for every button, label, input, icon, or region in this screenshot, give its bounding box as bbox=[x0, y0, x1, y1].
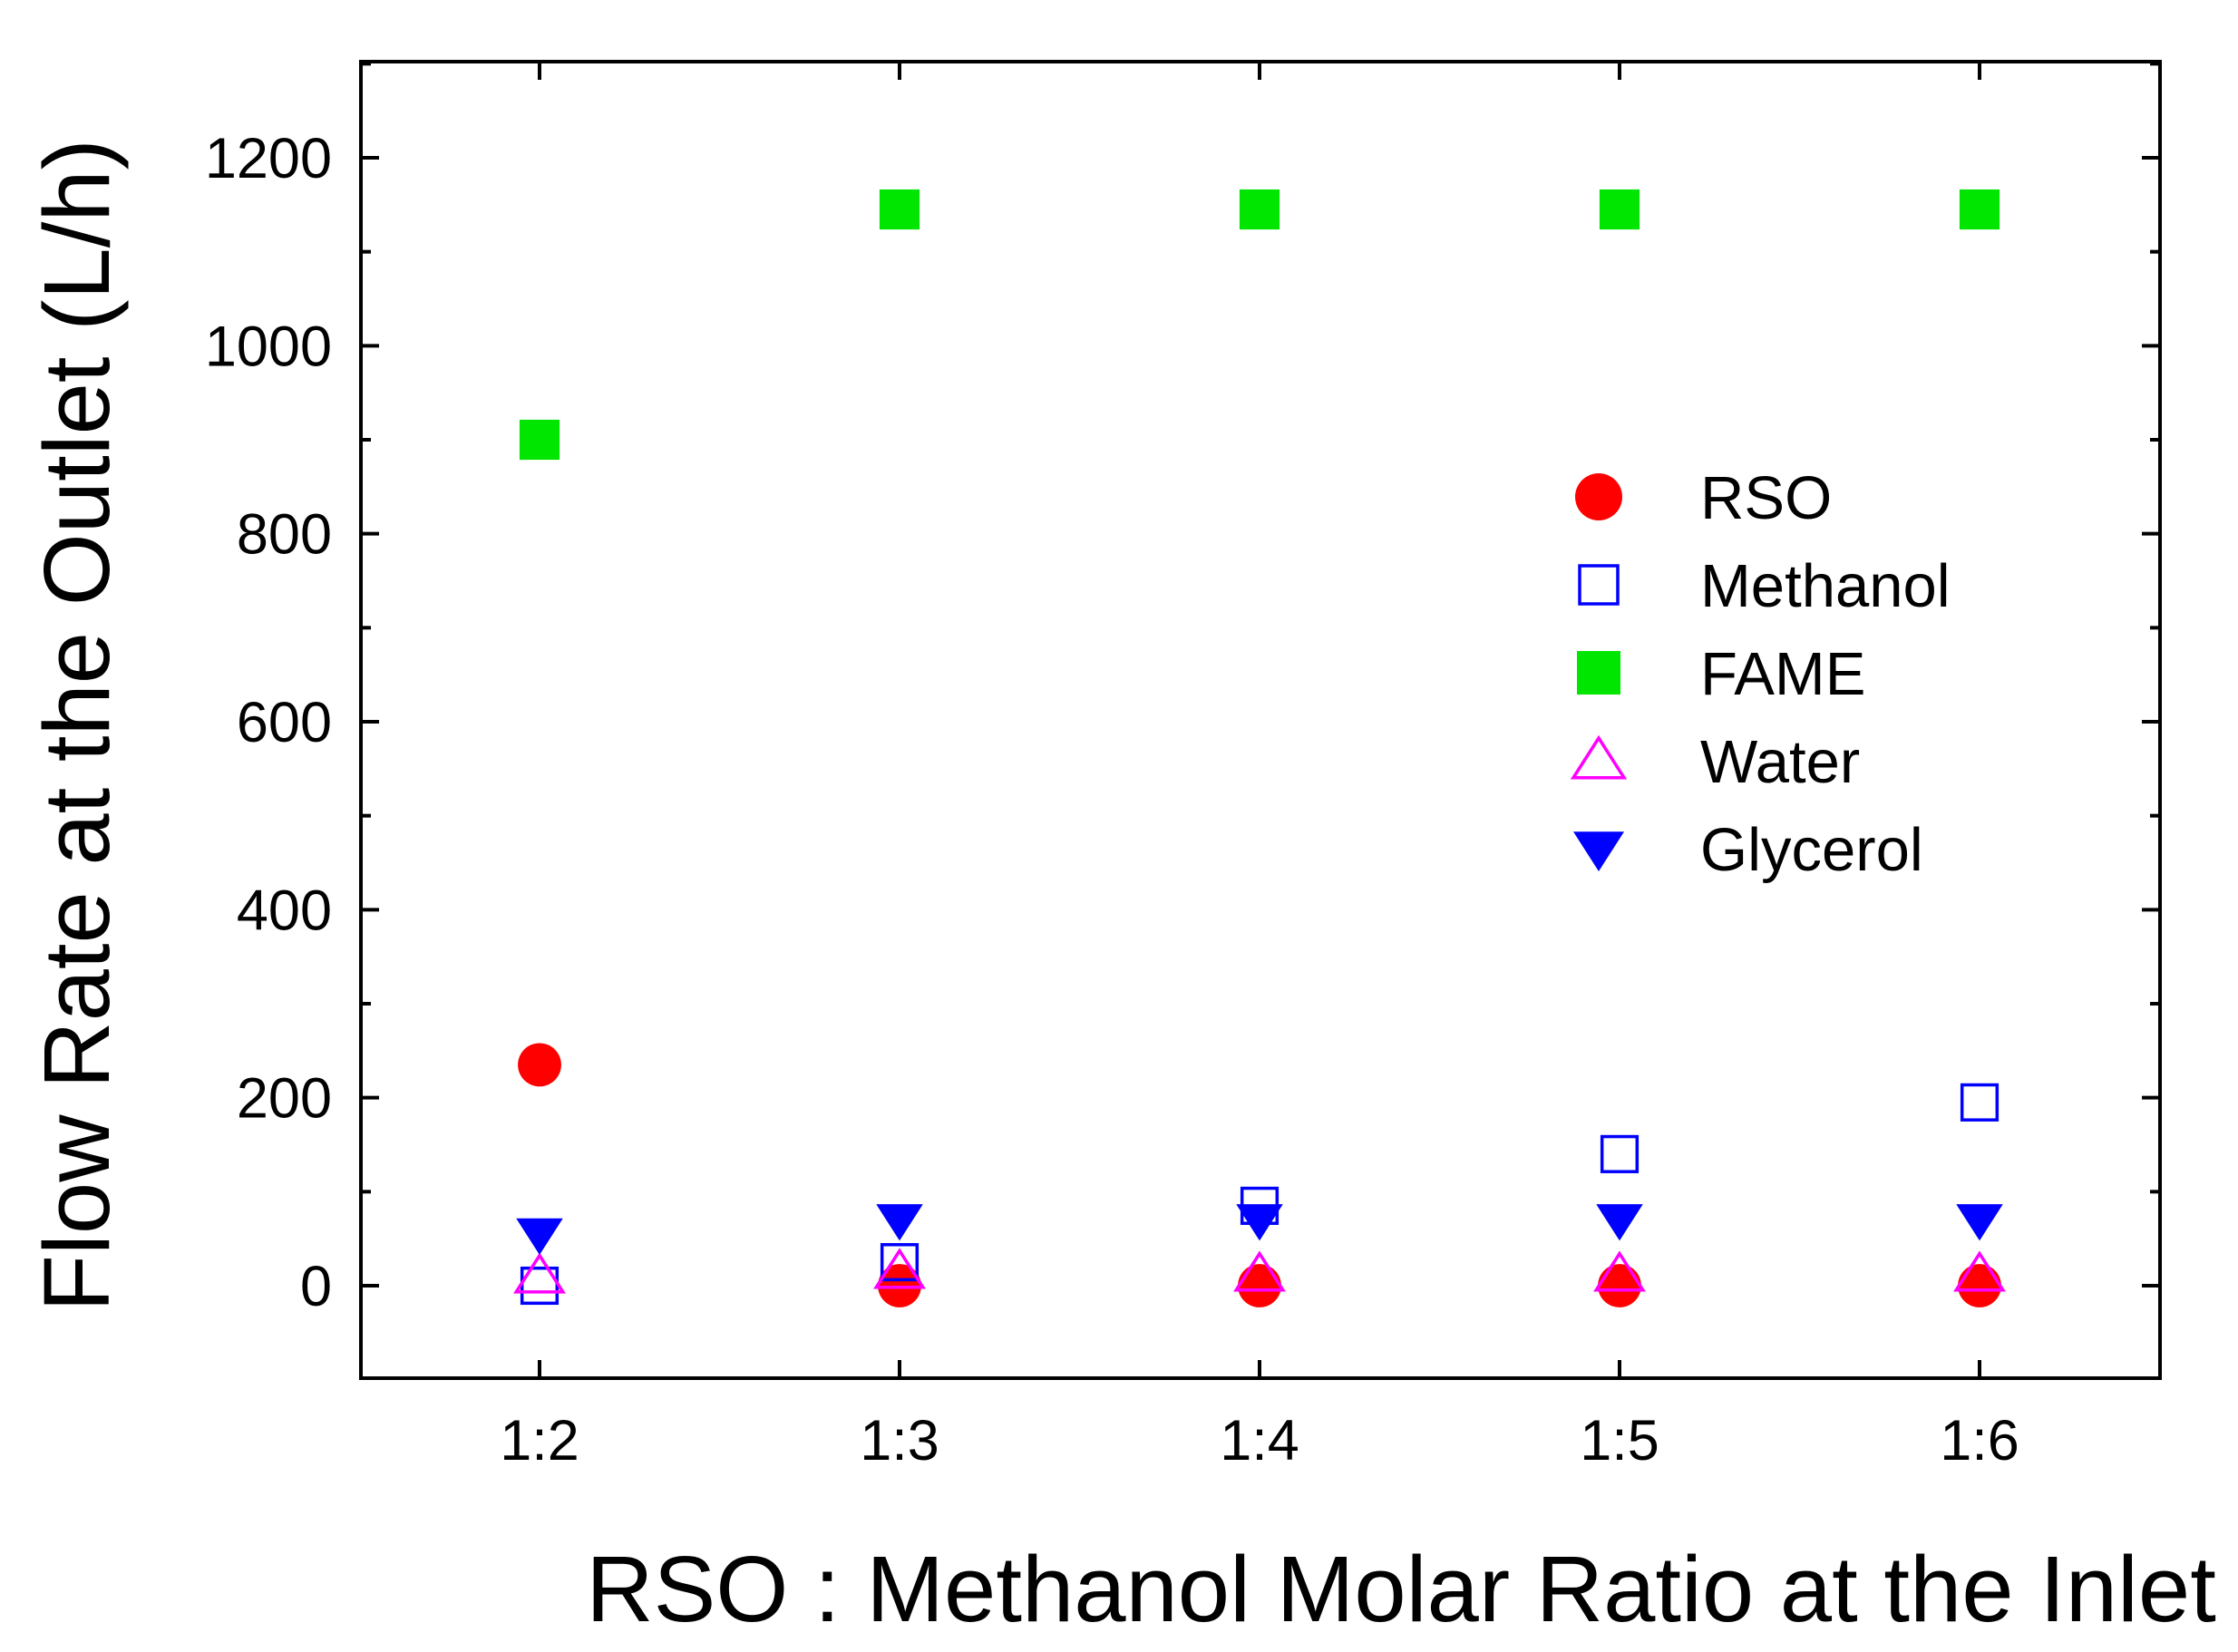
x-tick-label: 1:5 bbox=[1580, 1409, 1659, 1472]
data-point-glycerol bbox=[876, 1204, 923, 1241]
y-tick-label: 400 bbox=[237, 879, 332, 942]
data-point-fame bbox=[1599, 189, 1640, 230]
legend-marker-glycerol bbox=[1573, 831, 1624, 871]
legend-label-water: Water bbox=[1700, 728, 1860, 796]
y-axis-title: Flow Rate at the Outlet (L/h) bbox=[24, 139, 129, 1312]
data-point-fame bbox=[1239, 189, 1280, 230]
legend-marker-water bbox=[1570, 734, 1628, 780]
data-point-rso bbox=[1238, 1264, 1281, 1307]
data-point-rso bbox=[518, 1043, 561, 1087]
data-point-water bbox=[1593, 1250, 1646, 1292]
series-water bbox=[513, 1248, 2006, 1294]
series-glycerol bbox=[516, 1204, 2003, 1255]
plot-frame bbox=[359, 60, 2162, 1380]
series-rso bbox=[518, 1043, 2001, 1307]
x-tick-label: 1:3 bbox=[860, 1409, 939, 1472]
y-tick-label: 0 bbox=[300, 1255, 332, 1318]
data-point-fame bbox=[879, 189, 920, 230]
data-point-glycerol bbox=[1956, 1204, 2003, 1241]
x-tick-label: 1:6 bbox=[1940, 1409, 2019, 1472]
data-point-rso bbox=[1958, 1264, 2001, 1307]
legend-label-glycerol: Glycerol bbox=[1700, 816, 1923, 884]
data-point-glycerol bbox=[1596, 1204, 1643, 1241]
y-tick-label: 600 bbox=[237, 691, 332, 754]
legend-marker-methanol bbox=[1578, 564, 1620, 606]
data-point-methanol bbox=[1600, 1134, 1640, 1173]
legend-label-fame: FAME bbox=[1700, 640, 1865, 708]
legend-marker-fame bbox=[1577, 651, 1620, 695]
data-point-glycerol bbox=[516, 1218, 563, 1255]
data-point-water bbox=[1233, 1250, 1286, 1292]
data-point-methanol bbox=[880, 1243, 920, 1282]
data-point-fame bbox=[519, 419, 560, 461]
data-point-water bbox=[873, 1248, 926, 1289]
legend-label-methanol: Methanol bbox=[1700, 552, 1951, 620]
y-tick-label: 800 bbox=[237, 503, 332, 567]
y-tick-label: 200 bbox=[237, 1067, 332, 1131]
y-tick-label: 1000 bbox=[205, 315, 332, 378]
x-tick-label: 1:4 bbox=[1220, 1409, 1299, 1472]
data-marks bbox=[513, 189, 2006, 1307]
series-fame bbox=[519, 189, 2000, 461]
x-axis-title: RSO : Methanol Molar Ratio at the Inlet bbox=[586, 1537, 2216, 1641]
data-point-water bbox=[513, 1252, 566, 1294]
legend: RSO Methanol FAME Water Glycerol bbox=[1570, 464, 1951, 884]
data-point-water bbox=[1953, 1250, 2006, 1292]
axes: 0 200 400 600 800 1000 1200 1:2 1:3 1:4 1:5 1:6 bbox=[205, 62, 2160, 1472]
data-point-methanol bbox=[1960, 1083, 2000, 1122]
y-tick-label: 1200 bbox=[205, 127, 332, 190]
x-tick-label: 1:2 bbox=[500, 1409, 579, 1472]
data-point-fame bbox=[1959, 189, 2000, 230]
data-point-rso bbox=[1598, 1264, 1641, 1307]
legend-marker-rso bbox=[1575, 473, 1622, 520]
data-point-glycerol bbox=[1236, 1204, 1283, 1241]
legend-label-rso: RSO bbox=[1700, 464, 1832, 532]
